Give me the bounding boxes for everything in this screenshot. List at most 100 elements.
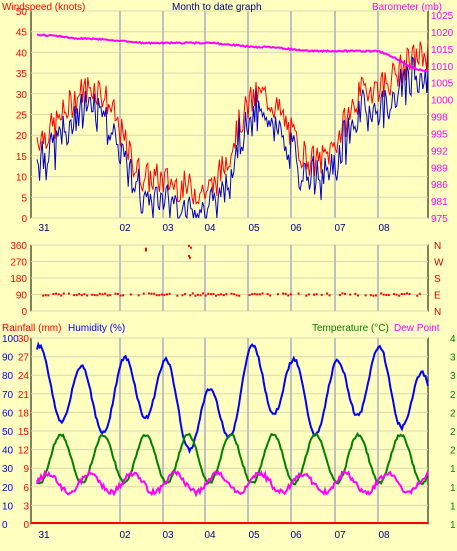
mid-y2-tick: N xyxy=(434,241,441,252)
direction-point xyxy=(217,293,220,296)
direction-point xyxy=(67,292,70,295)
humidity-y-tick: 0 xyxy=(2,520,8,531)
top-y2-tick: 1015 xyxy=(431,45,454,56)
rain-y-tick: 24 xyxy=(18,371,30,382)
direction-point xyxy=(256,293,259,296)
bottom-x-tick: 05 xyxy=(248,530,260,541)
direction-point xyxy=(194,294,197,297)
direction-point xyxy=(356,294,359,297)
top-y-tick: 40 xyxy=(16,48,28,59)
rain-y-tick: 21 xyxy=(18,390,30,401)
windspeed-avg-line xyxy=(36,56,429,219)
rainfall-axis-label: Rainfall (mm) xyxy=(2,323,61,334)
direction-point xyxy=(145,249,147,252)
grid-lines xyxy=(31,10,428,525)
direction-point xyxy=(199,294,202,297)
direction-point xyxy=(153,292,156,295)
direction-point xyxy=(93,294,96,297)
mid-y2-tick: S xyxy=(434,274,441,285)
humidity-y-tick: 60 xyxy=(2,408,14,419)
direction-point xyxy=(400,293,403,296)
top-y-tick: 20 xyxy=(16,131,28,142)
direction-point xyxy=(155,294,158,297)
direction-point xyxy=(129,293,132,296)
humidity-y-tick: 80 xyxy=(2,371,14,382)
direction-point xyxy=(204,294,207,297)
top-y-tick: 15 xyxy=(16,152,28,163)
top-x-tick: 31 xyxy=(38,223,50,234)
direction-point xyxy=(284,292,287,295)
bottom-x-tick: 04 xyxy=(204,530,216,541)
direction-point xyxy=(160,293,163,296)
direction-point xyxy=(282,292,285,295)
direction-point xyxy=(215,294,218,297)
direction-point xyxy=(251,293,254,296)
direction-point xyxy=(91,293,94,296)
mid-y2-tick: W xyxy=(434,258,444,269)
direction-point xyxy=(137,294,140,297)
top-y-tick: 0 xyxy=(21,214,27,225)
direction-point xyxy=(202,292,205,295)
top-x-tick: 03 xyxy=(162,223,174,234)
top-y2-tick: 992 xyxy=(431,146,448,157)
direction-point xyxy=(398,294,401,297)
mid-y2-tick: N xyxy=(434,307,441,318)
direction-point xyxy=(188,255,190,257)
humidity-y-tick: 40 xyxy=(2,446,14,457)
direction-point xyxy=(96,294,99,297)
temp-y-tick: 3 xyxy=(450,353,456,364)
temp-y-tick: 1 xyxy=(450,464,456,475)
mid-y2-tick: E xyxy=(434,291,441,302)
direction-point xyxy=(119,294,122,297)
direction-point xyxy=(163,293,166,296)
tick-labels: 5045403530252015105010251020101510101005… xyxy=(2,7,456,541)
barometer-line xyxy=(36,33,429,73)
top-y-tick: 50 xyxy=(16,7,28,18)
direction-point xyxy=(189,294,192,297)
direction-point xyxy=(78,292,81,295)
windspeed-axis-label: Windspeed (knots) xyxy=(2,2,85,13)
top-x-tick: 06 xyxy=(290,223,302,234)
direction-point xyxy=(344,292,347,295)
direction-point xyxy=(320,293,323,296)
top-x-tick: 07 xyxy=(334,223,346,234)
bottom-x-tick: 06 xyxy=(290,530,302,541)
humidity-y-tick: 90 xyxy=(2,353,14,364)
direction-point xyxy=(380,292,383,295)
direction-point xyxy=(393,293,396,296)
top-x-tick: 04 xyxy=(204,223,216,234)
direction-point xyxy=(289,293,292,296)
top-y2-tick: 989 xyxy=(431,163,448,174)
series-lines xyxy=(31,33,429,524)
rain-y-tick: 0 xyxy=(23,520,29,531)
direction-point xyxy=(116,292,119,295)
direction-point xyxy=(73,294,76,297)
direction-point xyxy=(395,293,398,296)
humidity-line xyxy=(36,341,429,455)
top-y2-tick: 1010 xyxy=(431,62,454,73)
top-y2-tick: 1005 xyxy=(431,79,454,90)
dewpoint-axis-label: Dew Point xyxy=(394,323,440,334)
direction-point xyxy=(258,293,261,296)
direction-point xyxy=(145,247,147,250)
humidity-y-tick: 50 xyxy=(2,427,14,438)
temp-y-tick: 1 xyxy=(450,483,456,494)
direction-point xyxy=(266,293,269,296)
direction-point xyxy=(207,292,210,295)
direction-point xyxy=(315,293,318,296)
humidity-y-tick: 30 xyxy=(2,464,14,475)
direction-point xyxy=(75,294,78,297)
direction-point xyxy=(166,293,168,296)
direction-point xyxy=(313,293,316,296)
direction-point xyxy=(42,294,45,297)
direction-point xyxy=(176,294,179,297)
direction-point xyxy=(147,292,150,295)
direction-point xyxy=(403,293,406,296)
mid-y-tick: 360 xyxy=(10,241,27,252)
rain-y-tick: 3 xyxy=(23,501,29,512)
chart-title: Month to date graph xyxy=(172,2,262,13)
direction-point xyxy=(276,293,279,296)
direction-point xyxy=(374,294,377,297)
direction-point xyxy=(142,292,145,295)
top-y2-tick: 995 xyxy=(431,129,448,140)
